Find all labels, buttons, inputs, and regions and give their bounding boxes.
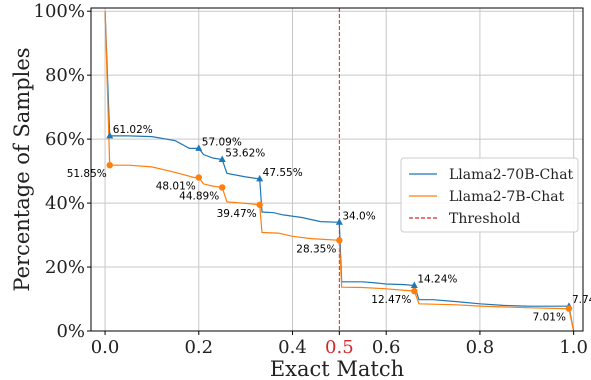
marker-point bbox=[219, 184, 226, 191]
marker-point bbox=[410, 281, 418, 288]
legend-label: Llama2-7B-Chat bbox=[449, 189, 565, 205]
series-line-1 bbox=[104, 11, 575, 332]
series-line-0 bbox=[104, 11, 575, 332]
data-label: 48.01% bbox=[156, 180, 196, 192]
data-label: 44.89% bbox=[179, 190, 219, 202]
legend-box bbox=[400, 157, 579, 233]
y-tick-label: 100% bbox=[34, 1, 85, 22]
y-tick-label: 80% bbox=[45, 65, 85, 86]
marker-point bbox=[256, 201, 263, 208]
data-label: 51.85% bbox=[67, 168, 107, 180]
annotation-layer: 61.02% 57.09%53.62% 47.55% 34.0% 14.24% 7.74%… bbox=[67, 124, 591, 324]
x-axis-label: Exact Match bbox=[270, 357, 404, 380]
marker-point bbox=[411, 287, 418, 295]
y-axis-label: Percentage of Samples bbox=[10, 47, 34, 291]
x-tick-label: 0.6 bbox=[372, 337, 401, 358]
marker-point bbox=[336, 237, 343, 244]
x-tick-label: 0.4 bbox=[278, 337, 307, 358]
x-tick-label: 0.5 bbox=[325, 337, 354, 358]
marker-point bbox=[256, 174, 264, 182]
data-label: 57.09% bbox=[202, 136, 242, 148]
legend-label: Threshold bbox=[449, 211, 520, 227]
legend-label: Llama2-70B-Chat bbox=[449, 167, 574, 183]
data-label: 34.0% bbox=[342, 210, 375, 222]
marker-point bbox=[106, 131, 114, 139]
marker-point bbox=[565, 305, 573, 312]
x-tick-labels: 0.0 0.2 0.4 0.5 0.6 0.8 1.0 bbox=[91, 331, 588, 358]
x-tick-label: 1.0 bbox=[559, 337, 588, 358]
y-tick-label: 20% bbox=[45, 257, 85, 278]
marker-layer bbox=[106, 131, 573, 312]
marker-point bbox=[106, 161, 113, 169]
y-tick-label: 40% bbox=[45, 193, 85, 214]
x-tick-label: 0.2 bbox=[184, 337, 213, 358]
data-label: 53.62% bbox=[225, 148, 265, 160]
y-tick-label: 0% bbox=[56, 321, 85, 342]
marker-point bbox=[195, 144, 203, 151]
data-label: 39.47% bbox=[217, 208, 257, 220]
y-tick-labels: 0% 20% 40% 60% 80% 100% bbox=[34, 1, 91, 342]
data-label: 12.47% bbox=[371, 294, 411, 306]
plot-frame bbox=[90, 7, 584, 332]
series-layer bbox=[104, 11, 575, 332]
marker-point bbox=[195, 174, 202, 181]
data-label: 61.02% bbox=[113, 124, 153, 136]
y-tick-label: 60% bbox=[45, 129, 85, 150]
data-label: 7.74% bbox=[572, 294, 591, 306]
data-label: 47.55% bbox=[263, 167, 303, 179]
marker-point bbox=[335, 218, 343, 225]
marker-point bbox=[218, 155, 226, 163]
data-label: 28.35% bbox=[296, 243, 336, 255]
data-label: 14.24% bbox=[417, 273, 457, 285]
data-label: 7.01% bbox=[533, 312, 566, 324]
legend: Llama2-70B-Chat Llama2-7B-Chat Threshold bbox=[400, 157, 579, 233]
x-tick-label: 0.8 bbox=[466, 337, 495, 358]
x-tick-label: 0.0 bbox=[91, 337, 120, 358]
